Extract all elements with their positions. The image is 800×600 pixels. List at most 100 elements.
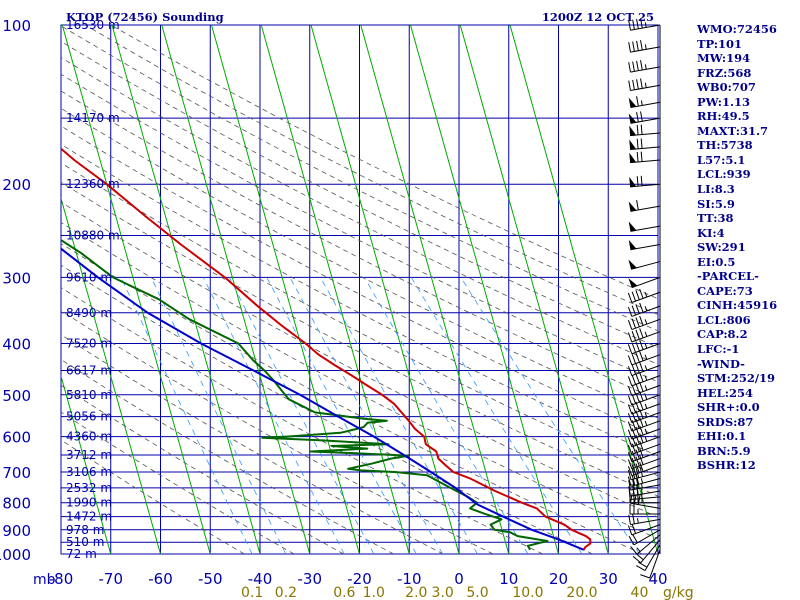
stat-line: -WIND- (697, 356, 745, 371)
height-label: 510 m (66, 535, 104, 549)
wind-barb (627, 433, 661, 448)
stat-line: HEL:254 (697, 385, 753, 400)
mixing-ratio-label: 3.0 (432, 585, 454, 600)
mixing-ratio-label: 10.0 (512, 585, 543, 600)
wind-barb (628, 478, 661, 491)
wind-barb (628, 18, 661, 31)
wind-barb (632, 539, 661, 564)
stat-line: SW:291 (697, 240, 746, 255)
dry-adiabat (61, 310, 494, 554)
mixing-ratio-label: 40 (631, 585, 649, 600)
wind-barb (627, 523, 661, 536)
wind-barb (627, 400, 661, 415)
mixing-ratio-unit: g/kg (663, 585, 694, 600)
wind-barb (627, 372, 661, 387)
height-label: 7520 m (66, 336, 112, 350)
wind-barb (628, 60, 661, 73)
mixing-ratio-line (460, 277, 640, 554)
mixing-ratio-line (364, 277, 529, 554)
wind-barb (628, 111, 661, 124)
dry-adiabat (61, 411, 295, 554)
isotherm-line (111, 25, 261, 554)
dry-adiabat (61, 107, 658, 419)
wind-barb (628, 96, 661, 109)
mixing-ratio-label: 1.0 (363, 585, 385, 600)
pressure-tick-label: 600 (2, 429, 31, 447)
mixing-ratio-line (266, 277, 417, 554)
wind-barb (628, 513, 661, 526)
temperature-tick-label: 10 (499, 570, 518, 588)
wind-barb (628, 78, 661, 91)
dry-adiabat (61, 181, 658, 497)
height-label: 5810 m (66, 388, 112, 402)
temperature-tick-label: -40 (248, 570, 273, 588)
temperature-tick-label: -60 (148, 570, 173, 588)
isotherm-line (61, 374, 112, 554)
wind-barb (627, 409, 661, 424)
stat-line: LFC:-1 (697, 342, 740, 357)
stat-line: EI:0.5 (697, 254, 736, 269)
temperature-profile (61, 147, 592, 551)
height-label: 6617 m (66, 364, 112, 378)
height-label: 12360 m (66, 177, 120, 191)
wind-barb (627, 315, 661, 331)
temperature-tick-label: 30 (599, 570, 618, 588)
pressure-tick-label: 500 (2, 387, 31, 405)
stat-line: EHI:0.1 (697, 429, 747, 444)
background-lines (61, 25, 658, 554)
stat-line: SRDS:87 (697, 414, 754, 429)
dry-adiabat (61, 162, 658, 477)
stat-line: BSHR:12 (697, 458, 756, 473)
stat-line: CINH:45916 (697, 298, 778, 313)
chart-valid-time: 1200Z 12 OCT 25 (542, 10, 654, 24)
wind-barb (627, 328, 661, 343)
dry-adiabat (84, 25, 658, 316)
wind-barb (627, 425, 661, 440)
mixing-ratio-line (202, 277, 345, 554)
pressure-unit-label: mb (33, 572, 56, 588)
wind-barb (628, 200, 661, 212)
pressure-tick-label: 700 (2, 464, 31, 482)
stat-line: BRN:5.9 (697, 443, 751, 458)
chart-title: KTOP (72456) Sounding (66, 10, 224, 24)
stat-line: -PARCEL- (697, 269, 759, 284)
stat-line: CAPE:73 (697, 283, 753, 298)
temperature-tick-label: -50 (198, 570, 223, 588)
wind-barb (636, 544, 661, 572)
isotherm-line (61, 196, 161, 554)
stat-line: L57:5.1 (697, 152, 746, 167)
stat-line: TT:38 (697, 211, 734, 226)
wind-barb (627, 474, 661, 487)
sounding-series (61, 147, 592, 551)
dry-adiabat (61, 384, 344, 554)
height-label: 8490 m (66, 306, 112, 320)
height-label: 4360 m (66, 430, 112, 444)
wind-barb (628, 484, 661, 497)
stat-line: CAP:8.2 (697, 327, 748, 342)
stat-line: WMO:72456 (697, 22, 777, 36)
stability-indices-panel: WMO:72456 TP:101 MW:194 FRZ:568 WB0:707 PW:1.… (697, 22, 797, 473)
dry-adiabat (61, 143, 658, 457)
wind-barb (628, 40, 661, 53)
height-label: 14170 m (66, 111, 120, 125)
wind-barb (629, 151, 661, 164)
temperature-tick-label: -20 (347, 570, 372, 588)
wind-barb (628, 276, 661, 289)
wind-barbs (627, 18, 661, 579)
stat-line: KI:4 (697, 225, 725, 240)
wind-barb (629, 138, 661, 151)
isotherm-line (509, 25, 658, 554)
temperature-tick-label: 0 (454, 570, 464, 588)
wind-barb (627, 381, 661, 397)
dry-adiabat (61, 439, 245, 554)
temperature-tick-label: 20 (549, 570, 568, 588)
wind-barb (629, 503, 660, 515)
height-label: 2532 m (66, 481, 112, 495)
pressure-tick-label: 200 (2, 176, 31, 194)
isotherm-line (211, 25, 360, 554)
wind-barb (627, 417, 661, 432)
height-label: 3106 m (66, 465, 112, 479)
stat-line: FRZ:568 (697, 65, 752, 80)
mixing-ratio-line (150, 277, 287, 554)
